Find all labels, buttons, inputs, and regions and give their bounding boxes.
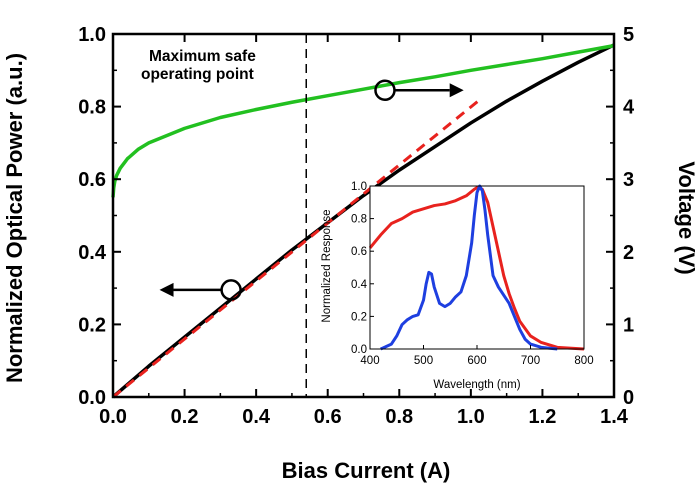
- inset-x-tick-label: 600: [467, 355, 486, 367]
- inset-y-tick-label: 0.2: [351, 311, 367, 323]
- main-data-layer: [111, 43, 615, 399]
- inset-x-tick-label: 400: [360, 355, 379, 367]
- inset-y-tick-label: 0.4: [351, 279, 368, 291]
- inset-y-tick-label: 0.0: [351, 344, 367, 356]
- inset-y-axis-title: Normalized Response: [321, 209, 333, 322]
- x-tick-label: 0.0: [99, 406, 127, 428]
- y2-tick-label: 1: [623, 314, 634, 336]
- inset-y-tick-label: 1.0: [351, 181, 367, 193]
- y-tick-label: 0.6: [78, 169, 106, 191]
- y-tick-label: 1.0: [78, 24, 106, 46]
- y-axis-title: Normalized Optical Power (a.u.): [2, 53, 27, 383]
- main-ticks: 0.0 0.2 0.4 0.6 0.8 1.0 1.2 1.4 0.0 0.2 0.4 0.6 0.8 1…: [78, 24, 635, 428]
- annotation-line-2: operating point: [141, 66, 254, 83]
- inset-data-layer: [368, 184, 585, 351]
- x-tick-label: 1.4: [600, 406, 629, 428]
- inset-ticks: 400 500 600 700 800 0.0 0.2 0.4 0.6 0.8 1.0: [351, 181, 594, 367]
- main-plot: 0.0 0.2 0.4 0.6 0.8 1.0 1.2 1.4 0.0 0.2 0.4 0.6 0.8 1…: [2, 24, 699, 483]
- inset-x-axis-title: Wavelength (nm): [433, 379, 520, 391]
- x-tick-label: 0.8: [385, 406, 413, 428]
- y2-tick-label: 0: [623, 387, 634, 409]
- series-linear-fit: [112, 99, 479, 399]
- x-tick-label: 0.4: [242, 406, 271, 428]
- marker-arrow-head: [159, 282, 174, 297]
- inset-y-tick-label: 0.6: [351, 246, 367, 258]
- main-annotation-layer: [159, 34, 464, 397]
- x-axis-title: Bias Current (A): [282, 458, 451, 483]
- y-tick-label: 0.8: [78, 97, 106, 119]
- y2-tick-label: 5: [623, 24, 634, 46]
- inset-x-tick-label: 700: [521, 355, 540, 367]
- y-tick-label: 0.2: [78, 314, 106, 336]
- annotation-line-1: Maximum safe: [149, 48, 256, 65]
- y-tick-label: 0.4: [78, 242, 107, 264]
- x-tick-label: 0.2: [171, 406, 199, 428]
- y-tick-label: 0.0: [78, 387, 106, 409]
- y2-tick-label: 3: [623, 169, 634, 191]
- x-tick-label: 1.2: [529, 406, 557, 428]
- series-voltage: [111, 43, 615, 198]
- inset-plot: 400 500 600 700 800 0.0 0.2 0.4 0.6 0.8 1.0 Wavele…: [321, 181, 594, 391]
- inset-series-blue-curve: [380, 184, 558, 351]
- y2-tick-label: 4: [623, 97, 635, 119]
- inset-x-tick-label: 500: [414, 355, 433, 367]
- x-tick-label: 1.0: [457, 406, 485, 428]
- marker-arrow-head: [449, 83, 464, 98]
- inset-y-tick-label: 0.8: [351, 214, 367, 226]
- y2-tick-label: 2: [623, 242, 634, 264]
- y2-axis-title: Voltage (V): [674, 161, 699, 274]
- x-tick-label: 0.6: [314, 406, 342, 428]
- inset-x-tick-label: 800: [574, 355, 593, 367]
